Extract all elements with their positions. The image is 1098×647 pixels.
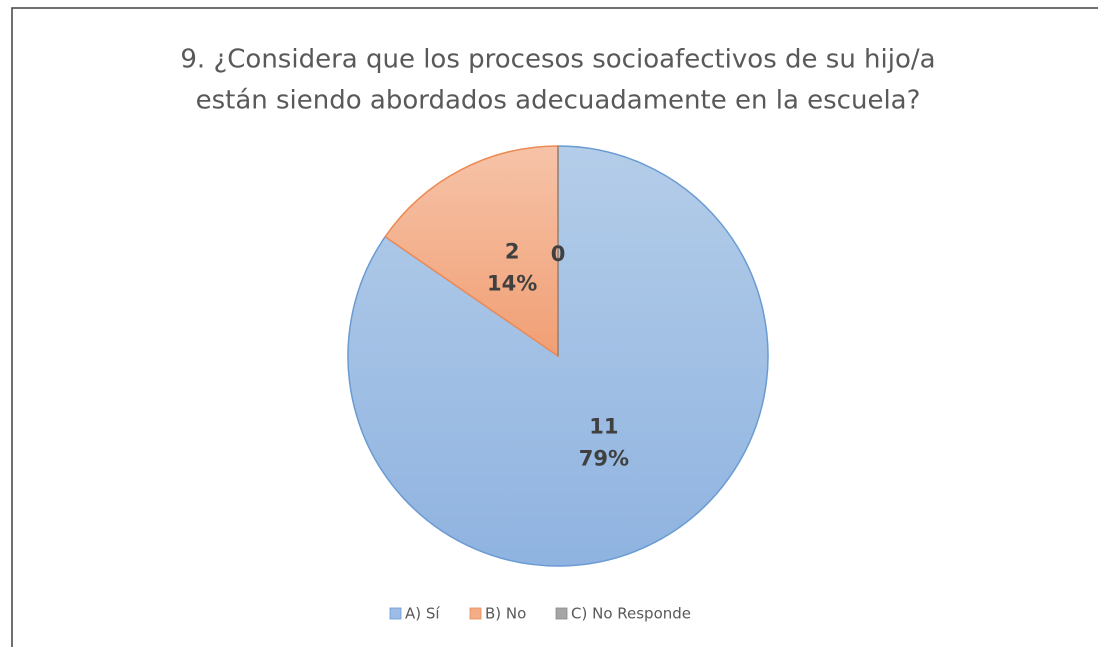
legend-swatch — [555, 607, 568, 620]
data-label: 0 — [551, 242, 566, 266]
legend-label: C) No Responde — [571, 605, 691, 623]
legend-label: A) Sí — [405, 605, 440, 623]
pie-slice — [384, 145, 559, 358]
data-label: 14% — [487, 272, 537, 296]
chart-title: 9. ¿Considera que los procesos socioafec… — [180, 45, 935, 75]
legend-label: B) No — [485, 605, 526, 623]
chart-title: están siendo abordados adecuadamente en … — [196, 86, 921, 116]
data-label: 79% — [579, 446, 629, 470]
legend-swatch — [469, 607, 482, 620]
data-label: 2 — [505, 240, 520, 264]
chart-frame — [11, 7, 1098, 647]
data-label: 11 — [589, 414, 618, 438]
legend-swatch — [389, 607, 402, 620]
